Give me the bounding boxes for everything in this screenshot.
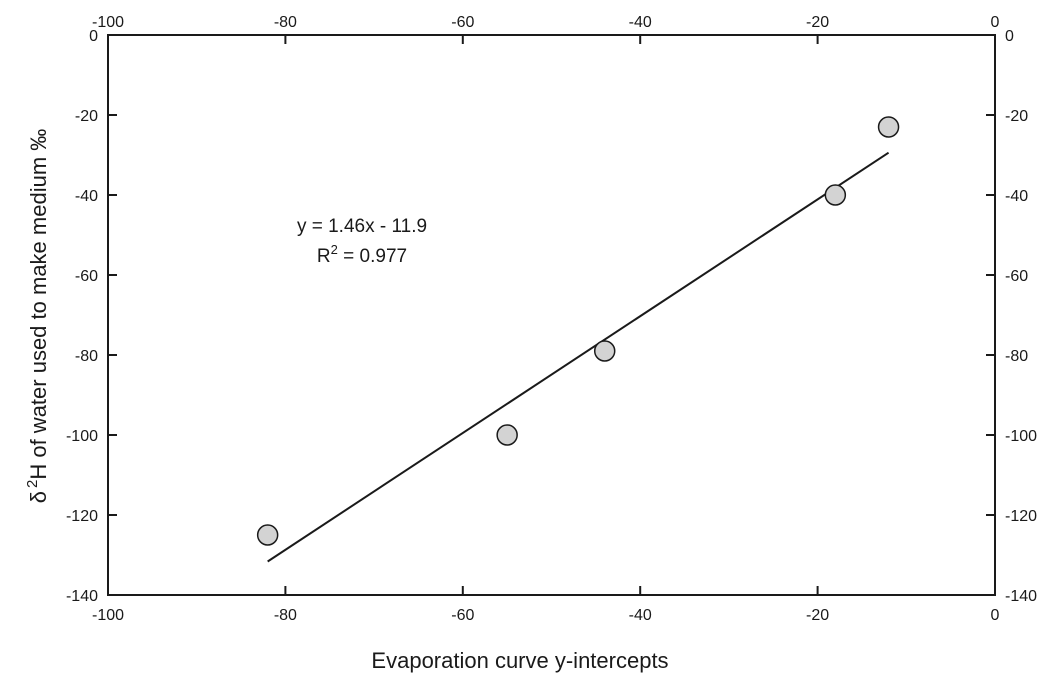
right-y-tick-label: -100 xyxy=(1005,428,1037,445)
axis-ticks xyxy=(107,34,996,596)
x-tick-label: 0 xyxy=(991,607,1000,624)
x-tick-label: -60 xyxy=(451,607,474,624)
x-tick-label: -80 xyxy=(274,607,297,624)
x-tick-label: -20 xyxy=(806,607,829,624)
x-tick-label: -40 xyxy=(629,607,652,624)
data-point xyxy=(256,524,279,546)
y-axis-title: δ2H of water used to make medium ‰ xyxy=(24,129,51,504)
y-tick-label: -100 xyxy=(66,428,98,445)
top-x-tick-label: -80 xyxy=(274,14,297,31)
r-squared-label: R2 = 0.977 xyxy=(317,242,407,267)
y-tick-label: 0 xyxy=(89,28,98,45)
y-tick-label: -80 xyxy=(75,348,98,365)
plot-frame xyxy=(107,34,996,596)
x-axis-title: Evaporation curve y-intercepts xyxy=(371,648,668,673)
top-x-tick-label: -40 xyxy=(629,14,652,31)
equation-label: y = 1.46x - 11.9 xyxy=(297,216,427,237)
y-tick-label: -60 xyxy=(75,268,98,285)
right-y-tick-label: -20 xyxy=(1005,108,1028,125)
data-points xyxy=(256,116,900,546)
right-y-tick-label: -60 xyxy=(1005,268,1028,285)
data-point xyxy=(877,116,900,138)
y-tick-label: -120 xyxy=(66,508,98,525)
y-tick-label: -20 xyxy=(75,108,98,125)
top-x-tick-label: -20 xyxy=(806,14,829,31)
y-tick-label: -140 xyxy=(66,588,98,605)
data-point xyxy=(593,340,616,362)
y-tick-label: -40 xyxy=(75,188,98,205)
data-point xyxy=(824,184,847,206)
data-point xyxy=(496,424,518,446)
top-x-tick-label: 0 xyxy=(991,14,1000,31)
top-x-tick-label: -100 xyxy=(92,14,124,31)
right-y-tick-label: -80 xyxy=(1005,348,1028,365)
regression-line xyxy=(267,151,890,563)
right-y-tick-label: 0 xyxy=(1005,28,1014,45)
top-x-tick-label: -60 xyxy=(451,14,474,31)
right-y-tick-label: -40 xyxy=(1005,188,1028,205)
x-tick-label: -100 xyxy=(92,607,124,624)
right-y-tick-label: -120 xyxy=(1005,508,1037,525)
right-y-tick-label: -140 xyxy=(1005,588,1037,605)
